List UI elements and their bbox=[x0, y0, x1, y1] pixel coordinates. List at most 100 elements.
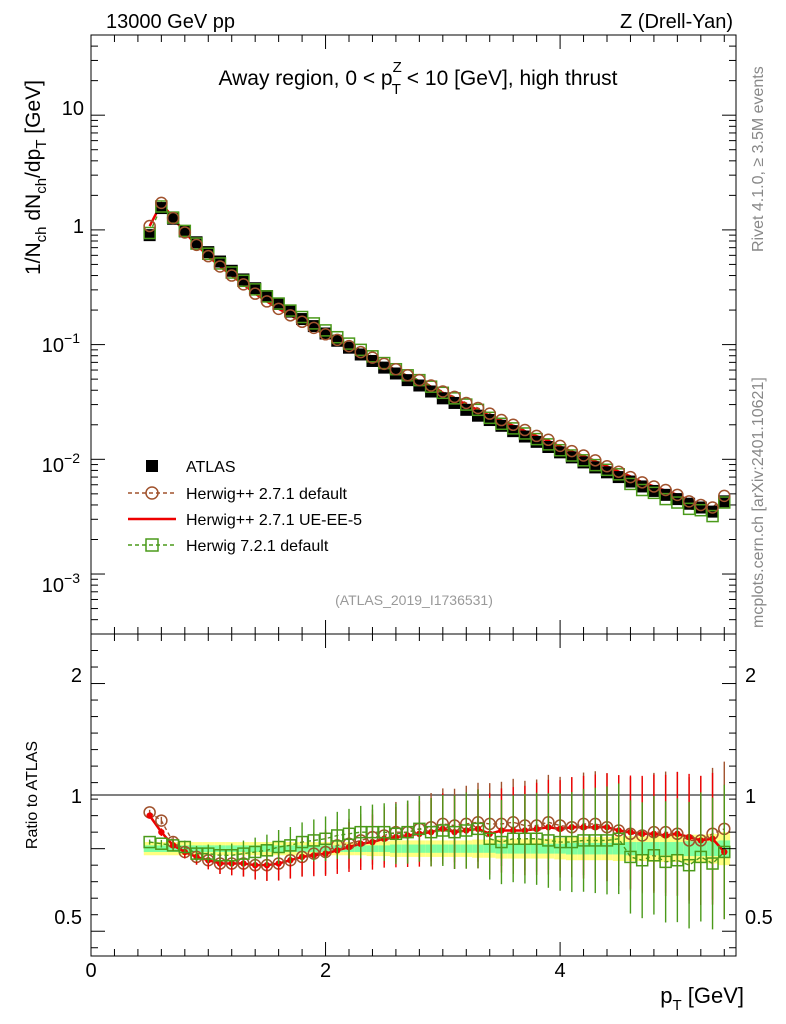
main-point-herwig7-default bbox=[237, 274, 250, 288]
ratio-y-tick-label: 1 bbox=[71, 786, 82, 808]
main-point-herwigpp-default bbox=[553, 439, 567, 453]
main-point-herwigpp-default bbox=[155, 196, 168, 210]
main-point-herwigpp-default bbox=[460, 396, 473, 410]
legend: ATLAS Herwig++ 2.7.1 default Herwig++ 2.… bbox=[128, 459, 362, 555]
legend-item-herwigpp-ueee5: Herwig++ 2.7.1 UE-EE-5 bbox=[128, 512, 362, 529]
main-point-atlas bbox=[636, 480, 649, 493]
main-point-herwigpp-default bbox=[706, 501, 719, 514]
main-point-atlas bbox=[389, 367, 402, 380]
header-right: Z (Drell-Yan) bbox=[620, 11, 733, 33]
main-y-tick-label-power: 10−1 bbox=[42, 330, 80, 357]
main-point-herwigpp-default bbox=[260, 295, 274, 308]
main-panel: 10 1 10−1 10−2 10−3 1/Nch dNch/dpT [GeV]… bbox=[22, 34, 737, 635]
main-point-herwigpp-default bbox=[565, 444, 579, 458]
legend-item-herwig7-default: Herwig 7.2.1 default bbox=[128, 538, 329, 555]
main-y-tick-label: 10 bbox=[62, 98, 84, 120]
ratio-line-herwig7_default bbox=[149, 828, 725, 866]
main-axis-ticks bbox=[90, 34, 736, 635]
main-point-atlas bbox=[366, 354, 379, 367]
main-point-atlas bbox=[706, 505, 719, 518]
main-point-herwigpp-default bbox=[506, 418, 520, 432]
main-point-herwigpp-default bbox=[671, 488, 684, 502]
main-point-herwigpp-default bbox=[635, 476, 649, 489]
main-point-herwigpp-default bbox=[589, 454, 602, 467]
main-y-tick-label-power: 10−3 bbox=[42, 570, 80, 597]
main-point-herwig7-default bbox=[213, 257, 227, 270]
ratio-point-herwigpp-ueee5 bbox=[158, 828, 165, 836]
main-point-herwigpp-default bbox=[342, 339, 356, 353]
main-point-herwig7-default bbox=[272, 297, 285, 310]
side-label-rivet: Rivet 4.1.0, ≥ 3.5M events bbox=[750, 66, 767, 252]
main-point-herwigpp-default bbox=[237, 278, 250, 291]
main-point-herwigpp-default bbox=[143, 219, 156, 233]
main-line-herwig7_default bbox=[148, 205, 725, 517]
main-y-axis-label: 1/Nch dNch/dpT [GeV] bbox=[22, 80, 50, 275]
ratio-point-herwig7-default bbox=[178, 840, 192, 854]
ratio-point-herwigpp-default bbox=[155, 814, 168, 827]
main-point-herwigpp-default bbox=[284, 309, 297, 322]
main-point-herwigpp-default bbox=[518, 423, 532, 437]
ratio-point-herwig7-default bbox=[647, 849, 661, 862]
ratio-point-herwigpp-ueee5 bbox=[146, 812, 153, 819]
main-point-herwig7-default bbox=[319, 324, 332, 337]
legend-item-herwigpp-default: Herwig++ 2.7.1 default bbox=[128, 486, 348, 503]
legend-marker-herwig7-default bbox=[145, 538, 159, 552]
main-point-herwigpp-default bbox=[448, 390, 461, 404]
main-point-herwigpp-default bbox=[272, 302, 285, 316]
ratio-y-tick-label-right: 2 bbox=[745, 665, 756, 687]
main-point-herwigpp-default bbox=[366, 351, 379, 364]
ratio-series bbox=[143, 761, 731, 930]
main-y-tick-labels: 10 1 10−1 10−2 10−3 bbox=[42, 98, 84, 597]
ratio-point-herwig7-default bbox=[718, 845, 731, 859]
ratio-point-herwig7-default bbox=[612, 832, 625, 846]
main-point-herwigpp-default bbox=[659, 483, 672, 497]
main-point-herwigpp-default bbox=[319, 328, 332, 341]
main-point-herwigpp-default bbox=[213, 260, 227, 273]
main-point-herwig7-default bbox=[307, 317, 321, 330]
main-point-herwigpp-default bbox=[331, 333, 344, 347]
ratio-y-tick-label: 2 bbox=[71, 665, 82, 687]
main-point-herwigpp-default bbox=[202, 249, 215, 263]
legend-label: ATLAS bbox=[186, 459, 236, 476]
main-point-atlas bbox=[225, 264, 238, 277]
ratio-y-tick-label-right: 1 bbox=[745, 786, 756, 808]
main-point-herwigpp-default bbox=[624, 470, 637, 484]
ratio-y-tick-label-right: 0.5 bbox=[745, 907, 773, 929]
main-point-atlas bbox=[378, 361, 391, 374]
main-point-herwigpp-default bbox=[577, 449, 590, 462]
x-tick-label: 4 bbox=[554, 960, 565, 982]
main-point-herwigpp-default bbox=[248, 287, 262, 300]
main-point-herwig7-default bbox=[284, 304, 297, 317]
ratio-panel: 0.5 1 2 0.5 1 2 0 2 4 Ratio to ATLAS pT … bbox=[24, 633, 773, 1014]
legend-marker-herwigpp-default bbox=[145, 486, 159, 500]
main-point-herwigpp-default bbox=[401, 369, 414, 382]
main-point-atlas bbox=[202, 246, 215, 259]
ratio-point-herwig7-default bbox=[706, 857, 719, 870]
main-point-herwigpp-default bbox=[647, 480, 661, 493]
main-point-herwigpp-default bbox=[178, 226, 192, 239]
ratio-point-herwig7-default bbox=[471, 822, 485, 836]
ratio-y-axis-label: Ratio to ATLAS bbox=[24, 741, 41, 849]
ratio-y-tick-label: 0.5 bbox=[54, 907, 82, 929]
main-point-herwigpp-default bbox=[600, 459, 614, 473]
ratio-axis-ticks bbox=[90, 633, 736, 956]
main-point-atlas bbox=[190, 236, 203, 249]
x-axis-label: pT [GeV] bbox=[660, 983, 744, 1014]
legend-label: Herwig++ 2.7.1 default bbox=[186, 486, 348, 503]
legend-label: Herwig++ 2.7.1 UE-EE-5 bbox=[186, 512, 362, 529]
main-point-herwigpp-default bbox=[377, 357, 391, 371]
legend-item-atlas: ATLAS bbox=[146, 459, 236, 476]
main-point-herwigpp-default bbox=[424, 379, 438, 392]
main-point-herwig7-default bbox=[143, 226, 156, 240]
main-point-herwigpp-default bbox=[682, 495, 696, 508]
main-point-herwigpp-default bbox=[718, 489, 731, 503]
main-point-herwigpp-default bbox=[694, 498, 708, 512]
main-point-herwigpp-default bbox=[436, 385, 450, 398]
legend-marker-atlas bbox=[146, 460, 158, 472]
main-chart-title: Away region, 0 < pZ T < 10 [GeV], high th… bbox=[218, 59, 617, 98]
main-point-herwigpp-default bbox=[530, 429, 543, 443]
main-point-herwigpp-default bbox=[413, 373, 426, 387]
main-point-herwig7-default bbox=[718, 496, 731, 509]
main-point-herwig7-default bbox=[671, 496, 684, 509]
